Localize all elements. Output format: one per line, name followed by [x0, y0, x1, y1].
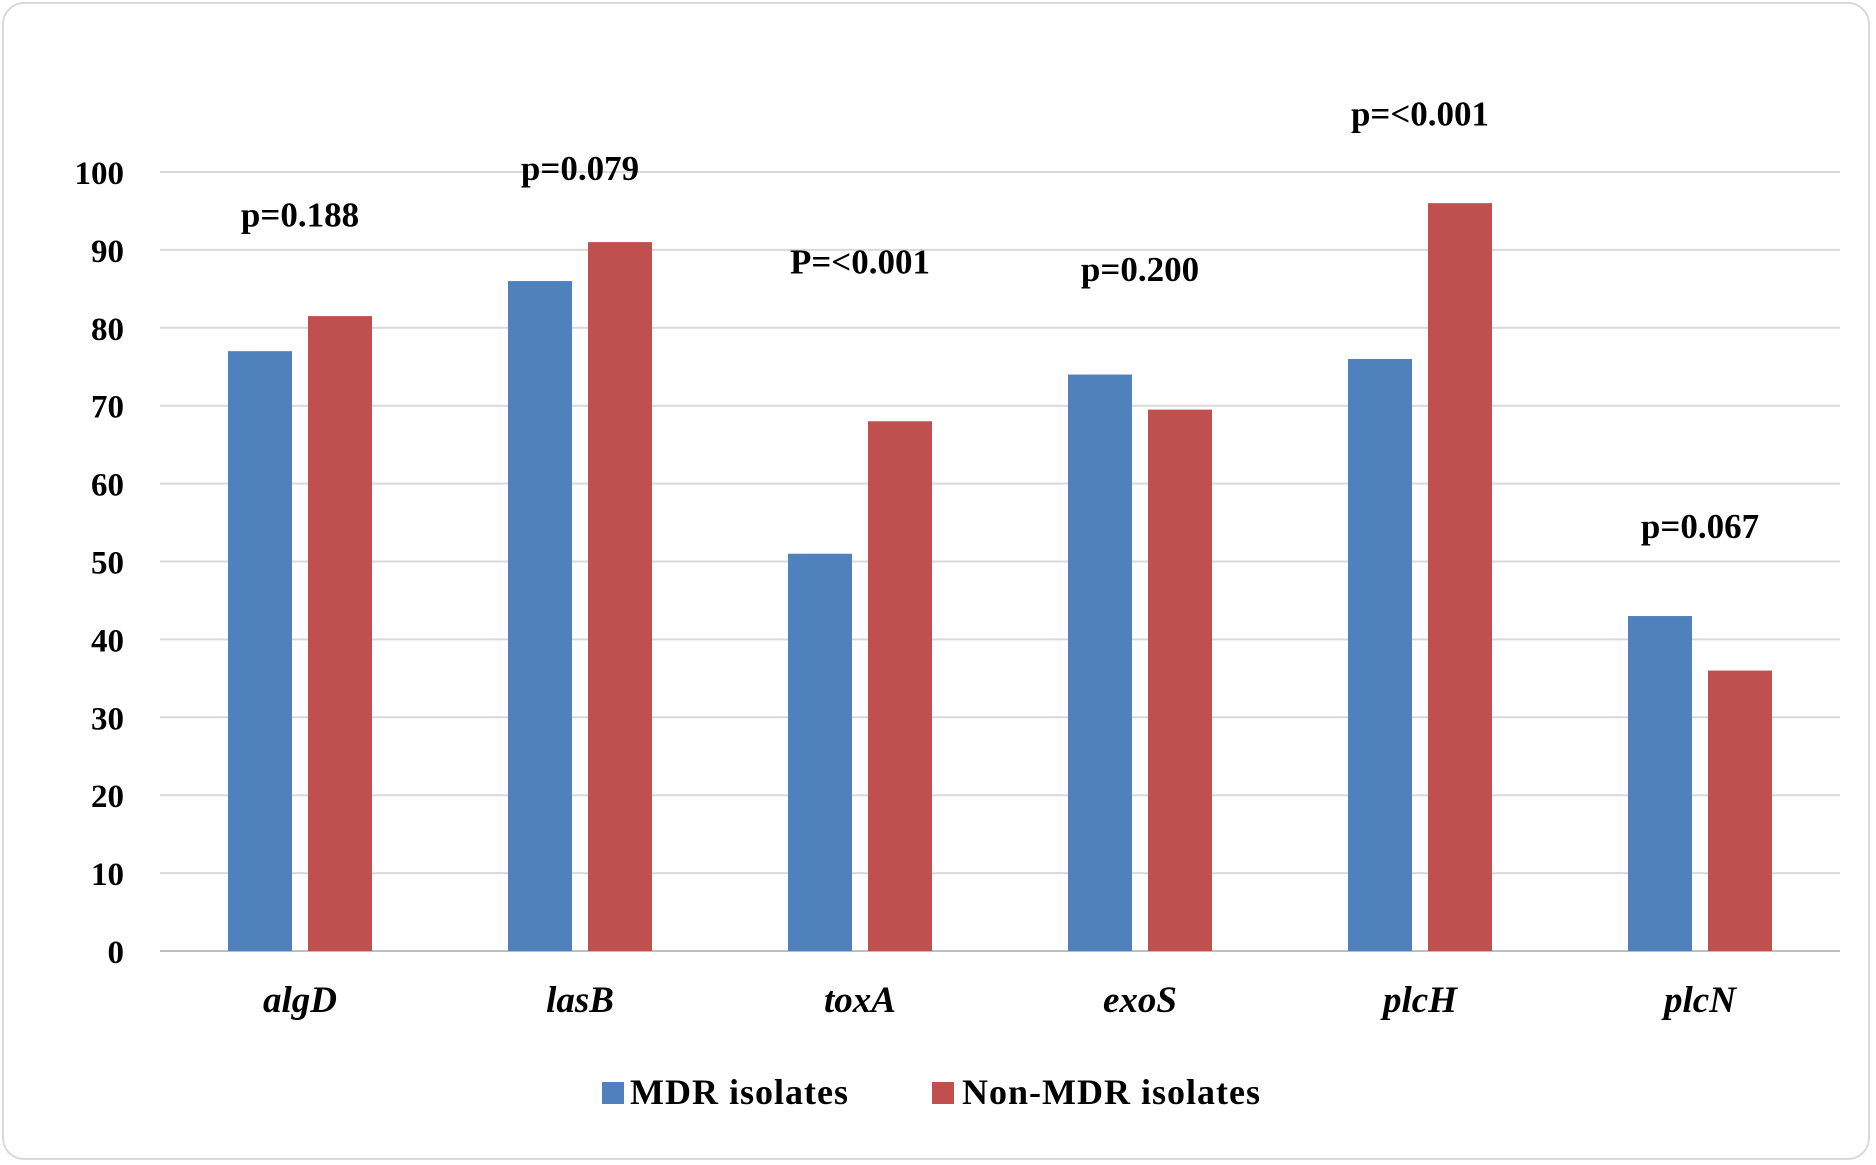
bar-non-mdr-algD	[308, 316, 372, 951]
gridlines	[160, 171, 1840, 952]
legend-swatch-non-mdr	[932, 1082, 954, 1104]
bar-non-mdr-toxA	[868, 421, 932, 951]
legend-label-non-mdr: Non-MDR isolates	[962, 1072, 1261, 1112]
x-category-label: algD	[263, 980, 337, 1021]
p-value-annotation: p=0.200	[1081, 250, 1199, 289]
bar-non-mdr-plcH	[1428, 203, 1492, 951]
y-axis-ticks: 0 10 20 30 40 50 60 70 80 90 100	[75, 156, 125, 971]
bar-mdr-lasB	[508, 281, 572, 951]
y-tick-label: 40	[91, 623, 124, 659]
p-value-annotation: p=0.067	[1641, 507, 1759, 546]
bar-mdr-algD	[228, 351, 292, 951]
bars	[228, 203, 1772, 952]
y-tick-label: 80	[91, 312, 124, 348]
p-value-annotations: p=0.188 p=0.079 P=<0.001 p=0.200 p=<0.001 p=0…	[241, 94, 1759, 546]
legend-label-mdr: MDR isolates	[630, 1072, 849, 1112]
x-category-label: plcN	[1661, 980, 1737, 1021]
y-tick-label: 50	[91, 546, 124, 582]
p-value-annotation: P=<0.001	[790, 242, 930, 281]
legend: MDR isolates Non-MDR isolates	[602, 1072, 1261, 1112]
y-tick-label: 100	[75, 156, 125, 192]
p-value-annotation: p=0.188	[241, 196, 359, 235]
y-tick-label: 0	[108, 935, 125, 971]
y-tick-label: 10	[91, 857, 124, 893]
y-tick-label: 20	[91, 779, 124, 815]
bar-non-mdr-plcN	[1708, 670, 1772, 951]
x-category-label: exoS	[1103, 980, 1177, 1021]
x-category-label: plcH	[1380, 980, 1458, 1021]
p-value-annotation: p=0.079	[521, 149, 639, 188]
bar-mdr-plcH	[1348, 358, 1412, 952]
bar-mdr-exoS	[1068, 374, 1132, 951]
bar-non-mdr-exoS	[1148, 409, 1212, 952]
bar-mdr-toxA	[788, 553, 852, 951]
bar-mdr-plcN	[1628, 616, 1692, 951]
x-axis-categories: algD lasB toxA exoS plcH plcN	[263, 980, 1737, 1021]
x-category-label: lasB	[546, 980, 614, 1021]
y-tick-label: 70	[91, 390, 124, 426]
p-value-annotation: p=<0.001	[1351, 94, 1489, 133]
y-tick-label: 90	[91, 234, 124, 270]
legend-swatch-mdr	[602, 1082, 624, 1104]
x-category-label: toxA	[824, 980, 896, 1021]
y-tick-label: 60	[91, 468, 124, 504]
y-tick-label: 30	[91, 701, 124, 737]
bar-non-mdr-lasB	[588, 242, 652, 952]
